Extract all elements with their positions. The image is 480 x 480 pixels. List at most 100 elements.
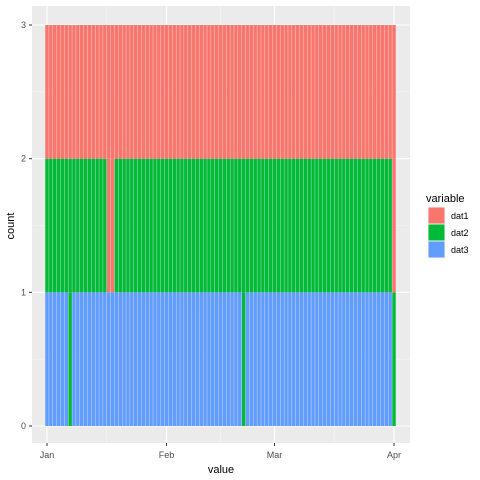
bar-segment-dat3 [234, 292, 238, 426]
bar-segment-dat3 [226, 292, 230, 426]
bar-segment-dat2 [299, 158, 304, 293]
bar-segment-dat1 [145, 25, 149, 159]
bar-segment-dat2 [52, 158, 57, 293]
bar-segment-dat2 [349, 158, 354, 293]
bar-segment-dat3 [130, 292, 134, 426]
bar-segment-dat1 [180, 25, 184, 159]
bar-segment-dat2 [64, 158, 69, 293]
bar-segment-dat3 [114, 292, 119, 426]
bar-segment-dat3 [56, 292, 61, 426]
bar-segment-dat2 [164, 158, 169, 293]
bar-segment-dat3 [230, 292, 234, 426]
bar-segment-dat2 [68, 292, 72, 426]
bar-segment-dat3 [137, 292, 142, 426]
bar-segment-dat1 [261, 25, 265, 159]
bar-segment-dat3 [365, 292, 369, 426]
bar-segment-dat2 [214, 158, 219, 293]
bar-segment-dat1 [110, 25, 115, 159]
bar-segment-dat3 [303, 292, 308, 426]
bar-segment-dat3 [307, 292, 311, 426]
bar-segment-dat1 [319, 25, 323, 159]
bar-segment-dat3 [76, 292, 80, 426]
bars [45, 25, 396, 426]
bar-segment-dat3 [245, 292, 250, 426]
bar-segment-dat1 [276, 25, 281, 159]
bar-segment-dat1 [68, 25, 72, 159]
bar-segment-dat2 [353, 158, 358, 293]
bar-segment-dat3 [311, 292, 315, 426]
bar-segment-dat3 [342, 292, 346, 426]
x-tick-label: Apr [387, 450, 401, 460]
bar-segment-dat2 [114, 158, 119, 293]
bar-segment-dat2 [330, 158, 335, 293]
bar-segment-dat3 [52, 292, 57, 426]
bar-segment-dat1 [149, 25, 153, 159]
bar-segment-dat1 [253, 25, 257, 159]
bar-segment-dat1 [60, 25, 65, 159]
bar-segment-dat1 [330, 25, 335, 159]
bar-segment-dat1 [199, 25, 203, 159]
bar-segment-dat3 [376, 292, 381, 426]
bar-segment-dat2 [292, 158, 296, 293]
bar-segment-dat1 [122, 25, 126, 159]
bar-segment-dat3 [60, 292, 65, 426]
bar-segment-dat2 [234, 158, 238, 293]
bar-segment-dat2 [346, 158, 350, 293]
bar-segment-dat3 [106, 292, 111, 426]
x-axis-title: value [208, 464, 234, 476]
bar-segment-dat1 [369, 25, 373, 159]
bar-segment-dat3 [326, 292, 331, 426]
bar-segment-dat3 [330, 292, 335, 426]
bar-segment-dat3 [249, 292, 254, 426]
bar-segment-dat1 [187, 25, 192, 159]
bar-segment-dat2 [133, 158, 138, 293]
bar-segment-dat1 [392, 25, 396, 159]
bar-segment-dat1 [392, 158, 396, 293]
bar-segment-dat3 [315, 292, 319, 426]
bar-segment-dat3 [280, 292, 284, 426]
bar-segment-dat1 [211, 25, 215, 159]
bar-segment-dat2 [222, 158, 227, 293]
legend-label-dat1: dat1 [451, 211, 469, 221]
bar-segment-dat2 [376, 158, 381, 293]
bar-segment-dat3 [388, 292, 392, 426]
bar-segment-dat1 [388, 25, 392, 159]
bar-segment-dat2 [392, 292, 396, 426]
bar-segment-dat2 [338, 158, 342, 293]
bar-segment-dat1 [380, 25, 385, 159]
bar-segment-dat1 [45, 25, 49, 159]
bar-segment-dat2 [268, 158, 273, 293]
bar-segment-dat3 [284, 292, 288, 426]
bar-segment-dat2 [380, 158, 385, 293]
bar-segment-dat1 [222, 25, 227, 159]
bar-segment-dat3 [276, 292, 281, 426]
bar-segment-dat2 [130, 158, 134, 293]
bar-segment-dat1 [103, 25, 107, 159]
bar-segment-dat2 [87, 158, 92, 293]
bar-segment-dat3 [199, 292, 203, 426]
bar-segment-dat3 [191, 292, 196, 426]
bar-segment-dat1 [326, 25, 331, 159]
bar-segment-dat3 [265, 292, 269, 426]
bar-segment-dat3 [222, 292, 227, 426]
bar-segment-dat1 [87, 25, 92, 159]
bar-segment-dat1 [106, 25, 111, 159]
bar-segment-dat3 [164, 292, 169, 426]
bar-segment-dat2 [384, 158, 389, 293]
y-tick-label: 1 [21, 287, 26, 297]
bar-segment-dat1 [249, 25, 254, 159]
bar-segment-dat2 [218, 158, 223, 293]
bar-segment-dat1 [280, 25, 284, 159]
bar-segment-dat1 [346, 25, 350, 159]
bar-segment-dat1 [311, 25, 315, 159]
bar-segment-dat2 [226, 158, 230, 293]
bar-segment-dat1 [218, 25, 223, 159]
bar-segment-dat1 [214, 25, 219, 159]
legend-swatch-dat2 [428, 224, 445, 241]
bar-segment-dat2 [118, 158, 122, 293]
bar-segment-dat3 [384, 292, 389, 426]
bar-segment-dat3 [253, 292, 257, 426]
bar-segment-dat3 [353, 292, 358, 426]
bar-segment-dat3 [349, 292, 354, 426]
